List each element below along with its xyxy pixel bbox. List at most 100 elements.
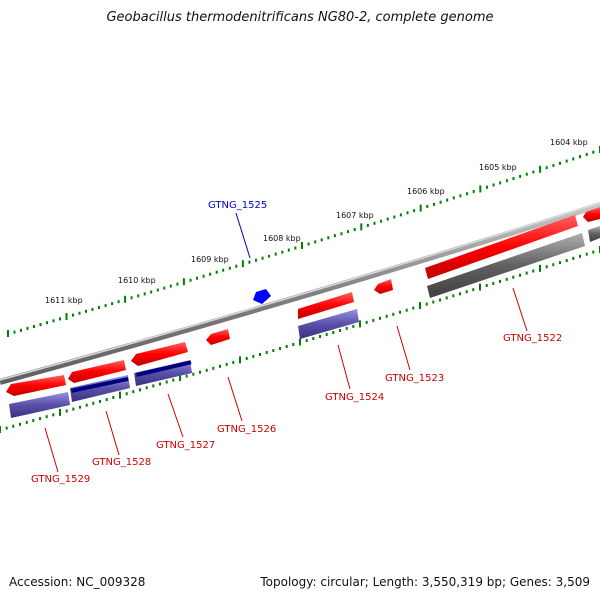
gene-label-gtng-1526[interactable]: GTNG_1526	[217, 424, 276, 435]
hit-bar-1529[interactable]	[9, 392, 70, 418]
inner-scale-tick	[392, 312, 395, 316]
inner-scale-tick	[265, 351, 268, 354]
outer-scale-tick	[281, 250, 284, 254]
inner-scale-tick	[85, 403, 88, 407]
gene-label-gtng-1527[interactable]: GTNG_1527	[156, 440, 215, 451]
outer-scale-tick	[333, 234, 336, 238]
hit-bar-next[interactable]	[588, 226, 600, 242]
inner-scale-tick	[519, 273, 521, 277]
gene-label-gtng-1525[interactable]: GTNG_1525	[208, 200, 267, 211]
outer-scale-tick	[565, 159, 568, 163]
inner-scale-tick	[172, 378, 175, 382]
outer-scale-tick	[59, 317, 61, 321]
outer-scale-tick	[169, 284, 172, 288]
inner-scale-tick	[325, 333, 328, 336]
scale-label-1611: 1611 kbp	[45, 296, 83, 305]
outer-scale-tick	[314, 240, 317, 244]
gene-label-gtng-1522[interactable]: GTNG_1522	[503, 333, 562, 344]
inner-scale-tick	[319, 335, 321, 338]
outer-scale-tick	[340, 232, 343, 236]
inner-scale-tick	[52, 413, 55, 417]
inner-scale-tick	[192, 372, 195, 376]
gene-arrow-next[interactable]	[583, 207, 600, 222]
inner-scale-tick	[39, 417, 41, 421]
outer-scale-tick	[466, 192, 469, 196]
inner-scale-tick	[199, 370, 201, 374]
gene-label-gtng-1523[interactable]: GTNG_1523	[385, 373, 444, 384]
gene-label-gtng-1524[interactable]: GTNG_1524	[325, 392, 384, 403]
inner-scale-tick	[552, 263, 555, 267]
rna-gene-gtng-1525[interactable]	[253, 289, 271, 304]
inner-scale-tick	[345, 326, 348, 330]
inner-scale-tick	[232, 360, 235, 364]
outer-scale-tick	[393, 215, 396, 219]
inner-scale-tick	[159, 382, 161, 386]
outer-scale-tick	[353, 228, 356, 231]
outer-scale-tick	[98, 306, 100, 309]
outer-scale-tick	[399, 213, 402, 217]
outer-scale-tick	[347, 230, 350, 234]
outer-scale-tick	[552, 164, 555, 167]
outer-scale-tick	[512, 177, 515, 181]
inner-scale-tick	[499, 279, 501, 283]
outer-scale-tick	[33, 325, 35, 328]
outer-scale-tick	[85, 309, 87, 313]
inner-scale-tick	[332, 331, 335, 334]
inner-scale-tick	[299, 338, 301, 346]
gene-arrow-gtng-1528[interactable]	[68, 360, 126, 383]
outer-scale-tick	[222, 268, 225, 272]
outer-scale-tick	[13, 330, 16, 334]
hit-bar-1524[interactable]	[298, 309, 359, 339]
gene-arrow-gtng-1522[interactable]	[425, 215, 578, 279]
outer-scale-tick	[248, 260, 251, 264]
outer-scale-tick	[91, 307, 94, 311]
hit-bar-1522[interactable]	[427, 233, 585, 298]
outer-scale-tick	[499, 181, 502, 185]
outer-scale-tick	[433, 202, 435, 206]
outer-scale-tick	[525, 172, 528, 176]
gene-label-gtng-1529[interactable]: GTNG_1529	[31, 474, 90, 485]
outer-scale-tick	[380, 219, 383, 223]
gene-arrow-gtng-1529[interactable]	[6, 375, 66, 396]
inner-scale-tick	[505, 277, 508, 281]
inner-scale-tick	[92, 401, 95, 405]
gene-arrow-gtng-1526[interactable]	[206, 329, 230, 345]
outer-scale-tick	[559, 161, 561, 165]
scale-label-1608: 1608 kbp	[263, 234, 301, 243]
gene-label-gtng-1528[interactable]: GTNG_1528	[92, 457, 151, 468]
outer-scale-tick	[366, 223, 369, 227]
inner-scale-tick	[525, 271, 528, 275]
inner-scale-tick	[99, 399, 101, 403]
gene-arrow-gtng-1527[interactable]	[131, 342, 188, 366]
inner-scale-tick	[492, 282, 495, 285]
inner-scale-tick	[165, 380, 168, 384]
outer-scale-tick	[373, 221, 376, 225]
outer-scale-tick	[539, 165, 542, 173]
inner-scale-tick	[432, 300, 435, 304]
outer-scale-tick	[202, 274, 205, 278]
outer-scale-tick	[137, 294, 140, 298]
inner-scale-tick	[239, 356, 241, 364]
outer-scale-tick	[7, 330, 9, 337]
inner-scale-tick	[545, 265, 548, 269]
outer-scale-tick	[446, 198, 449, 202]
outer-scale-tick	[452, 196, 455, 200]
outer-scale-tick	[413, 209, 416, 213]
outer-scale-tick	[196, 276, 198, 280]
inner-scale-tick	[179, 374, 181, 382]
inner-scale-tick	[512, 275, 515, 279]
gene-arrow-gtng-1524[interactable]	[298, 292, 354, 319]
inner-scale-tick	[485, 284, 488, 287]
inner-scale-tick	[532, 269, 535, 273]
inner-scale-tick	[352, 324, 355, 328]
outer-scale-tick	[26, 326, 29, 330]
inner-scale-tick	[412, 306, 415, 310]
outer-scale-tick	[287, 248, 290, 252]
inner-scale-tick	[565, 259, 568, 262]
outer-scale-tick	[572, 157, 575, 161]
inner-scale-tick	[292, 343, 295, 346]
inner-scale-tick	[572, 256, 575, 260]
outer-scale-tick	[39, 323, 42, 327]
gene-arrow-gtng-1523[interactable]	[374, 279, 393, 294]
map-title: Geobacillus thermodenitrificans NG80-2, …	[106, 10, 494, 25]
